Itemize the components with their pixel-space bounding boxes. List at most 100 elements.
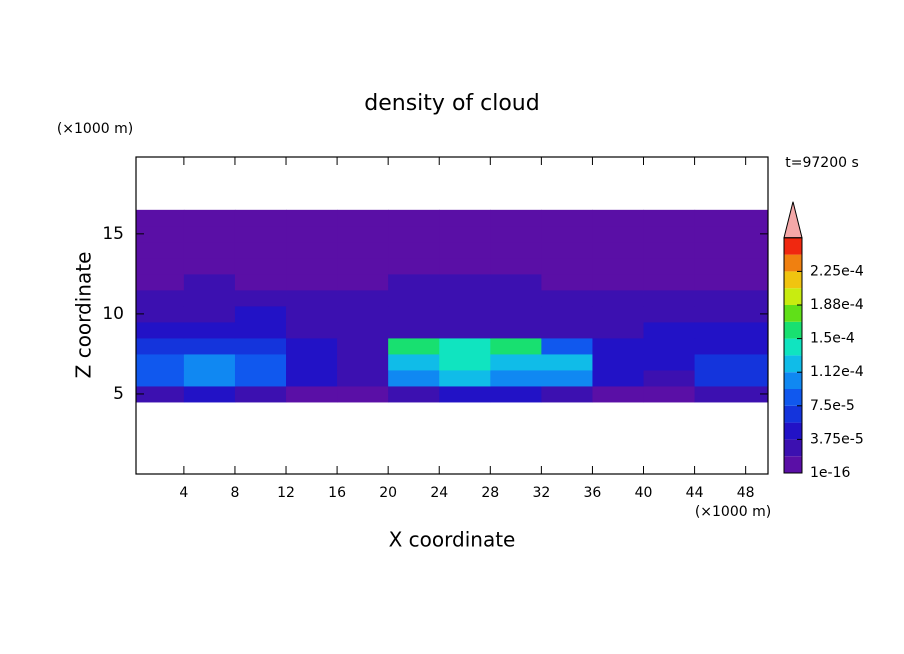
contour-cell bbox=[694, 305, 769, 323]
contour-cell bbox=[136, 305, 185, 323]
contour-cell bbox=[643, 273, 696, 291]
contour-cell bbox=[439, 209, 491, 227]
contour-cell bbox=[592, 257, 645, 275]
contour-cell bbox=[694, 241, 769, 259]
contour-cell bbox=[286, 289, 338, 307]
contour-cell bbox=[388, 257, 440, 275]
contour-cell bbox=[183, 289, 236, 307]
contour-cell bbox=[490, 273, 542, 291]
colorbar-frame bbox=[783, 237, 803, 474]
contour-cell bbox=[136, 273, 185, 291]
contour-cell bbox=[388, 321, 440, 339]
contour-cell bbox=[592, 209, 645, 227]
colorbar-band bbox=[784, 338, 802, 356]
contour-cell bbox=[337, 321, 389, 339]
contour-cell bbox=[136, 225, 185, 243]
contour-cell bbox=[694, 385, 769, 403]
x-tick-label: 4 bbox=[179, 485, 188, 501]
contour-cell bbox=[541, 289, 593, 307]
colorbar-band bbox=[784, 422, 802, 440]
chart-title: density of cloud bbox=[364, 91, 539, 116]
contour-cell bbox=[541, 321, 593, 339]
contour-cell bbox=[234, 225, 287, 243]
x-tick-label: 32 bbox=[532, 485, 550, 501]
contour-cell bbox=[541, 241, 593, 259]
contour-cell bbox=[234, 321, 287, 339]
contour-cell bbox=[388, 209, 440, 227]
x-tick-label: 36 bbox=[584, 485, 602, 501]
contour-cell bbox=[286, 353, 338, 371]
contour-cell bbox=[183, 353, 236, 371]
contour-cell bbox=[439, 241, 491, 259]
contour-cell bbox=[388, 241, 440, 259]
colorbar-band bbox=[784, 321, 802, 339]
contour-cell bbox=[643, 385, 696, 403]
colorbar-band bbox=[784, 372, 802, 389]
contour-cell bbox=[183, 225, 236, 243]
contour-cell bbox=[286, 321, 338, 339]
colorbar-band bbox=[784, 288, 802, 305]
contour-cell bbox=[337, 369, 389, 387]
colorbar-band bbox=[784, 355, 802, 373]
contour-cell bbox=[183, 241, 236, 259]
contour-cell bbox=[439, 337, 491, 355]
colorbar-label: 1.5e-4 bbox=[810, 331, 855, 347]
contour-cell bbox=[694, 353, 769, 371]
y-tick-label: 10 bbox=[102, 304, 124, 324]
contour-cell bbox=[337, 385, 389, 403]
contour-cell bbox=[643, 337, 696, 355]
contour-cell bbox=[234, 289, 287, 307]
contour-cell bbox=[234, 273, 287, 291]
contour-cell bbox=[490, 369, 542, 387]
contour-cell bbox=[234, 241, 287, 259]
contour-cell bbox=[490, 305, 542, 323]
contour-cell bbox=[541, 369, 593, 387]
contour-cell bbox=[136, 337, 185, 355]
colorbar-band bbox=[784, 389, 802, 406]
colorbar-band bbox=[784, 237, 802, 255]
contour-cell bbox=[643, 353, 696, 371]
contour-cell bbox=[643, 289, 696, 307]
contour-cell bbox=[388, 369, 440, 387]
contour-cell bbox=[541, 385, 593, 403]
contour-cell bbox=[337, 289, 389, 307]
contour-cell bbox=[541, 305, 593, 323]
x-tick-label: 24 bbox=[430, 485, 448, 501]
contour-cell bbox=[286, 257, 338, 275]
contour-cell bbox=[337, 241, 389, 259]
contour-cell bbox=[337, 305, 389, 323]
colorbar-band bbox=[784, 405, 802, 423]
contour-cell bbox=[183, 257, 236, 275]
colorbar-label: 2.25e-4 bbox=[810, 263, 864, 279]
contour-cell bbox=[643, 209, 696, 227]
contour-cell bbox=[541, 337, 593, 355]
contour-cell bbox=[234, 209, 287, 227]
contour-cell bbox=[592, 241, 645, 259]
contour-cell bbox=[592, 369, 645, 387]
x-tick-label: 20 bbox=[379, 485, 397, 501]
colorbar-label: 1e-16 bbox=[810, 465, 850, 481]
contour-cell bbox=[136, 257, 185, 275]
contour-cell bbox=[643, 369, 696, 387]
contour-cell bbox=[136, 241, 185, 259]
contour-cell bbox=[234, 369, 287, 387]
contour-cell bbox=[439, 289, 491, 307]
contour-cell bbox=[439, 321, 491, 339]
contour-cell bbox=[439, 385, 491, 403]
contour-cell bbox=[490, 225, 542, 243]
contour-cell bbox=[136, 209, 185, 227]
contour-cell bbox=[490, 321, 542, 339]
y-tick-label: 5 bbox=[113, 384, 124, 404]
contour-cell bbox=[234, 305, 287, 323]
contour-cell bbox=[490, 353, 542, 371]
contour-cell bbox=[286, 337, 338, 355]
contour-cell bbox=[183, 209, 236, 227]
colorbar-extend bbox=[783, 201, 803, 239]
contour-cell bbox=[541, 225, 593, 243]
y-tick-label: 15 bbox=[102, 224, 124, 244]
colorbar-label: 1.88e-4 bbox=[810, 297, 864, 313]
contour-cell bbox=[136, 385, 185, 403]
contour-cell bbox=[541, 209, 593, 227]
contour-cell bbox=[286, 273, 338, 291]
contour-cell bbox=[439, 369, 491, 387]
